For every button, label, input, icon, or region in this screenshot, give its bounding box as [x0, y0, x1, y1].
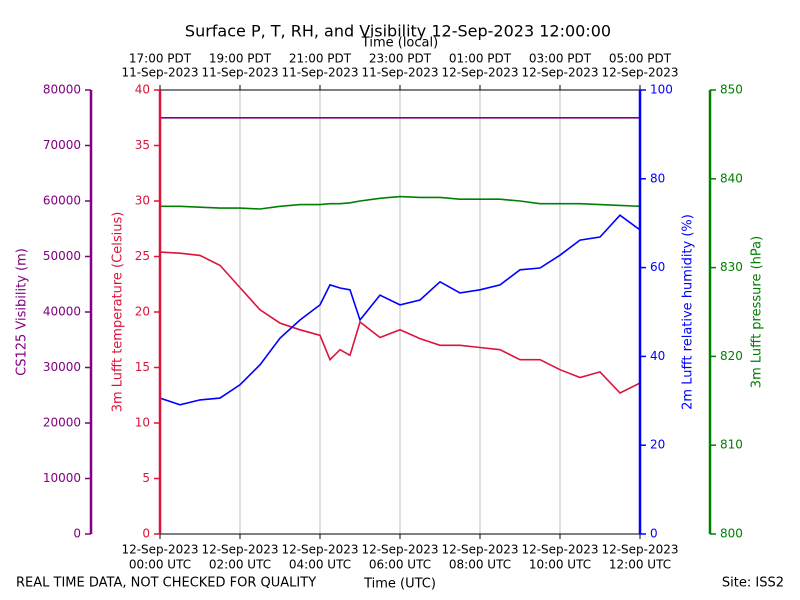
series-line	[160, 195, 641, 210]
x2-tick-label: 01:00 PDT	[449, 52, 512, 66]
y-tick-label: 0	[73, 527, 81, 541]
y-tick-label: 70000	[43, 138, 81, 152]
y-tick-label: 5	[142, 471, 150, 485]
y-tick-label: 25	[135, 249, 150, 263]
y-tick-label: 80000	[43, 83, 81, 97]
y-tick-label: 10000	[43, 471, 81, 485]
x2-tick-label: 11-Sep-2023	[201, 66, 278, 80]
y-tick-label: 30000	[43, 360, 81, 374]
y-tick-label: 100	[650, 83, 673, 97]
y-tick-label: 60000	[43, 194, 81, 208]
x2-tick-label: 05:00 PDT	[609, 52, 672, 66]
x-tick-label: 02:00 UTC	[209, 558, 271, 572]
x2-axis-label: Time (local)	[361, 36, 438, 51]
x-tick-label: 12-Sep-2023	[121, 543, 198, 557]
footer-site: Site: ISS2	[722, 576, 784, 591]
x-tick-label: 00:00 UTC	[129, 558, 191, 572]
y-tick-label: 10	[135, 416, 150, 430]
y-tick-label: 50000	[43, 249, 81, 263]
x2-tick-label: 11-Sep-2023	[121, 66, 198, 80]
x-tick-label: 06:00 UTC	[369, 558, 431, 572]
x2-tick-label: 12-Sep-2023	[521, 66, 598, 80]
y-axis-label: 3m Lufft temperature (Celsius)	[111, 212, 126, 413]
x2-tick-label: 11-Sep-2023	[281, 66, 358, 80]
y-tick-label: 850	[720, 83, 743, 97]
y-tick-label: 0	[142, 527, 150, 541]
x2-tick-label: 12-Sep-2023	[601, 66, 678, 80]
y-tick-label: 15	[135, 360, 150, 374]
y-tick-label: 20	[650, 438, 665, 452]
footer-note: REAL TIME DATA, NOT CHECKED FOR QUALITY	[16, 576, 316, 591]
chart-title: Surface P, T, RH, and Visibility 12-Sep-…	[185, 22, 611, 41]
y-tick-label: 30	[135, 194, 150, 208]
x2-tick-label: 12-Sep-2023	[441, 66, 518, 80]
x-tick-label: 04:00 UTC	[289, 558, 351, 572]
y-tick-label: 810	[720, 438, 743, 452]
x2-tick-label: 11-Sep-2023	[361, 66, 438, 80]
y-tick-label: 0	[650, 527, 658, 541]
y-tick-label: 820	[720, 349, 743, 363]
x-tick-label: 12-Sep-2023	[441, 543, 518, 557]
y-tick-label: 60	[650, 260, 665, 274]
y-tick-label: 840	[720, 171, 743, 185]
y-tick-label: 40000	[43, 305, 81, 319]
y-tick-label: 80	[650, 171, 665, 185]
x2-tick-label: 21:00 PDT	[289, 52, 352, 66]
x-tick-label: 12-Sep-2023	[601, 543, 678, 557]
x2-tick-label: 03:00 PDT	[529, 52, 592, 66]
y-axis-label: 2m Lufft relative humidity (%)	[681, 214, 696, 410]
x-tick-label: 12-Sep-2023	[361, 543, 438, 557]
y-tick-label: 20000	[43, 416, 81, 430]
x-tick-label: 12-Sep-2023	[201, 543, 278, 557]
y-tick-label: 40	[135, 83, 150, 97]
y-axis-label: CS125 Visibility (m)	[15, 248, 30, 376]
x-tick-label: 10:00 UTC	[529, 558, 591, 572]
x2-tick-label: 23:00 PDT	[369, 52, 432, 66]
y-axis-label: 3m Lufft pressure (hPa)	[750, 236, 765, 388]
y-tick-label: 40	[650, 349, 665, 363]
x-tick-label: 08:00 UTC	[449, 558, 511, 572]
x-tick-label: 12:00 UTC	[609, 558, 671, 572]
series-line	[159, 214, 641, 406]
x2-tick-label: 17:00 PDT	[129, 52, 192, 66]
x-tick-label: 12-Sep-2023	[521, 543, 598, 557]
series-line	[159, 251, 641, 394]
x-tick-label: 12-Sep-2023	[281, 543, 358, 557]
y-tick-label: 830	[720, 260, 743, 274]
y-tick-label: 35	[135, 138, 150, 152]
y-tick-label: 800	[720, 527, 743, 541]
y-tick-label: 20	[135, 305, 150, 319]
x-axis-label: Time (UTC)	[363, 577, 436, 592]
x2-tick-label: 19:00 PDT	[209, 52, 272, 66]
